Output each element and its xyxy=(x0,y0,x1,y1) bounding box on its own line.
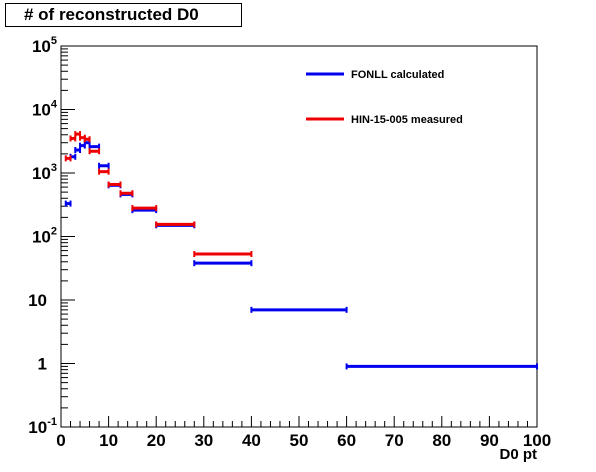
y-tick-label: 103 xyxy=(32,162,57,183)
y-tick-label: 1 xyxy=(38,355,47,374)
y-tick-label: 102 xyxy=(32,226,57,247)
x-tick-label: 0 xyxy=(56,431,65,450)
x-tick-label: 100 xyxy=(523,431,551,450)
y-tick-label: 10 xyxy=(28,291,47,310)
y-tick-label: 104 xyxy=(32,99,58,120)
x-tick-label: 80 xyxy=(432,431,451,450)
series-fonll xyxy=(64,139,538,370)
plot-frame xyxy=(60,45,538,428)
y-tick-label: 10-1 xyxy=(28,416,57,437)
x-tick-label: 20 xyxy=(147,431,166,450)
y-tick-label: 105 xyxy=(32,35,57,56)
x-tick-label: 10 xyxy=(99,431,118,450)
x-tick-label: 60 xyxy=(337,431,356,450)
series-measured xyxy=(64,131,253,258)
legend-label: FONLL calculated xyxy=(351,69,444,81)
x-tick-label: 30 xyxy=(194,431,213,450)
x-tick-label: 70 xyxy=(385,431,404,450)
x-tick-label: 50 xyxy=(290,431,309,450)
x-axis-title: D0 pt xyxy=(500,446,538,463)
x-tick-label: 90 xyxy=(480,431,499,450)
x-tick-label: 40 xyxy=(242,431,261,450)
legend-label: HIN-15-005 measured xyxy=(351,114,463,126)
chart-title: # of reconstructed D0 xyxy=(5,3,242,27)
